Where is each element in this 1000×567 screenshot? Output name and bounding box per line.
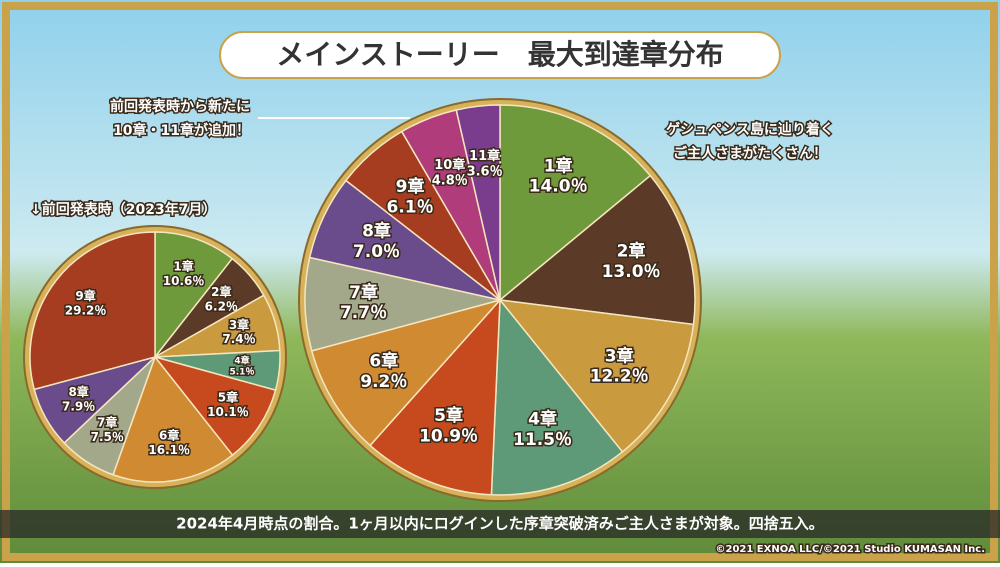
value-label: 5.1％ [230,366,255,377]
pie-slice [369,297,501,496]
slice-label: 1章 [173,259,193,274]
note: 10章・11章が追加！ [113,122,250,139]
slice-label: 4章 [528,408,557,429]
value-label: 13.0％ [602,262,661,282]
slice-label: 3章 [229,317,249,332]
slice-label: 6章 [369,350,398,371]
copyright: ©2021 EXNOA LLC/©2021 Studio KUMASAN Inc… [715,544,985,555]
slice-label: 9章 [75,288,95,303]
value-label: 16.1％ [148,443,190,457]
slice-label: 1章 [544,155,573,176]
value-label: 7.7％ [340,303,387,323]
value-label: 9.2％ [360,372,407,392]
slice-label: 5章 [218,390,238,405]
title-banner [219,31,781,79]
slice-label: 9章 [396,176,425,197]
pie-slice [498,174,696,326]
pie-slice [490,297,624,496]
value-label: 11.5％ [513,430,572,450]
value-label: 29.2％ [65,303,107,317]
pie-slice [498,299,695,453]
slice-label: 7章 [349,282,378,303]
value-label: 7.9％ [62,399,95,413]
value-label: 14.0％ [529,177,588,197]
slice-label: 2章 [211,284,231,299]
slice-label: 7章 [97,415,117,430]
slice-label: 11章 [469,148,500,164]
value-label: 4.8％ [432,173,468,188]
pie-slice [112,355,234,483]
value-label: 10.6％ [163,274,205,288]
footer: 2024年4月時点の割合。1ヶ月以内にログインした序章突破済みご主人さまが対象。… [176,515,824,533]
pie-slice [304,256,501,352]
slice-label: 10章 [434,157,465,173]
value-label: 7.5％ [91,430,124,444]
value-label: 7.4％ [222,332,255,346]
note: 前回発表時から新たに [110,98,250,115]
value-label: 6.1％ [386,198,433,218]
chart-title: ↓前回発表時（2023年7月） [30,201,216,218]
value-label: 7.0％ [353,242,400,262]
note: ご主人さまがたくさん！ [673,145,827,162]
note: ゲシュペンス島に辿り着く [666,121,834,138]
value-label: 6.2％ [205,300,238,314]
slice-label: 2章 [617,241,646,262]
slice-label: 3章 [605,345,634,366]
slice-label: 4章 [234,355,249,367]
value-label: 3.6％ [467,165,503,180]
slice-label: 5章 [434,405,463,426]
pie-slice [455,104,501,301]
pie-slice [310,298,503,447]
value-label: 10.1％ [207,405,249,419]
pie-slice [29,231,156,391]
pie-slice [499,104,652,302]
value-label: 10.9％ [419,427,478,447]
pie-slice [152,355,277,457]
slice-label: 8章 [362,221,391,242]
slice-label: 6章 [159,428,179,443]
footer-band [0,510,1000,538]
slice-label: 8章 [68,384,88,399]
title: メインストーリー 最大到達章分布 [276,38,723,71]
value-label: 12.2％ [590,367,649,387]
pie-slice [154,231,234,360]
